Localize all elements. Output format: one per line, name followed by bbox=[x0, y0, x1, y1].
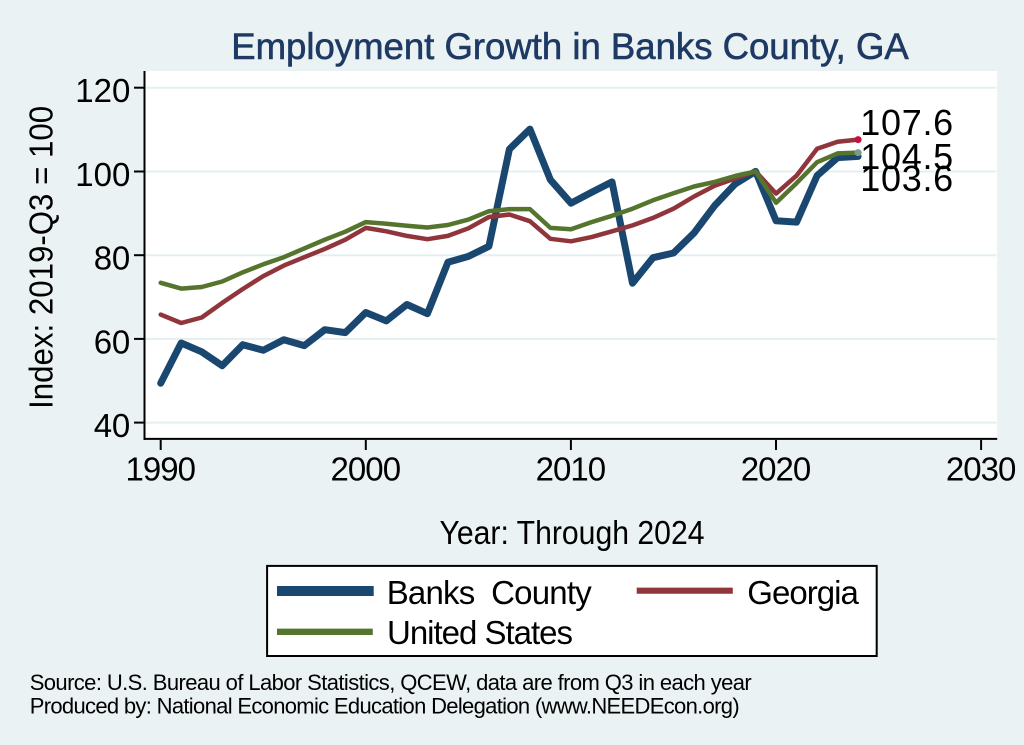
svg-text:1990: 1990 bbox=[125, 450, 196, 487]
svg-text:40: 40 bbox=[94, 407, 131, 444]
svg-text:2010: 2010 bbox=[536, 450, 607, 487]
svg-text:Employment Growth in Banks Cou: Employment Growth in Banks County, GA bbox=[231, 26, 909, 67]
svg-text:Year: Through 2024: Year: Through 2024 bbox=[440, 514, 705, 551]
svg-text:103.6: 103.6 bbox=[860, 158, 953, 199]
svg-text:Banks County: Banks County bbox=[387, 574, 593, 611]
svg-text:107.6: 107.6 bbox=[860, 102, 953, 143]
svg-text:80: 80 bbox=[94, 240, 131, 277]
svg-text:United States: United States bbox=[387, 614, 573, 651]
svg-text:Index: 2019-Q3 = 100: Index: 2019-Q3 = 100 bbox=[23, 106, 60, 409]
svg-text:2000: 2000 bbox=[331, 450, 402, 487]
svg-text:100: 100 bbox=[75, 156, 130, 193]
svg-text:2020: 2020 bbox=[741, 450, 812, 487]
svg-text:Produced by: National Economic: Produced by: National Economic Education… bbox=[30, 693, 740, 718]
svg-text:Source: U.S. Bureau of Labor S: Source: U.S. Bureau of Labor Statistics,… bbox=[30, 670, 752, 695]
svg-text:120: 120 bbox=[75, 72, 130, 109]
svg-text:104.5: 104.5 bbox=[860, 136, 953, 177]
svg-text:Georgia: Georgia bbox=[747, 574, 859, 611]
svg-text:2030: 2030 bbox=[946, 450, 1017, 487]
svg-text:60: 60 bbox=[94, 323, 131, 360]
